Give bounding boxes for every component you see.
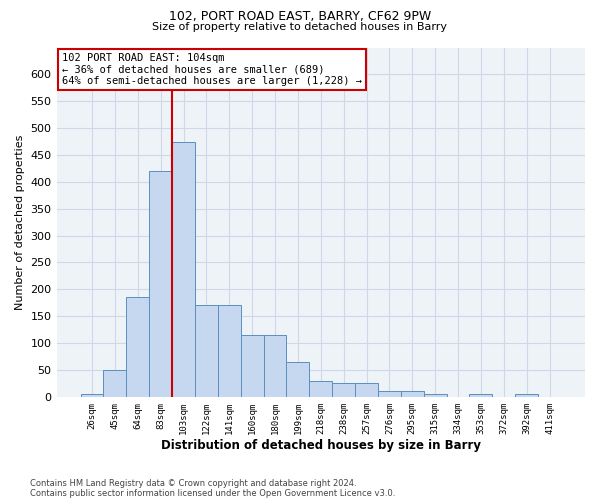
Y-axis label: Number of detached properties: Number of detached properties xyxy=(15,134,25,310)
Bar xyxy=(149,171,172,397)
Bar xyxy=(80,394,103,397)
Bar xyxy=(332,384,355,397)
Bar xyxy=(424,394,446,397)
X-axis label: Distribution of detached houses by size in Barry: Distribution of detached houses by size … xyxy=(161,440,481,452)
Bar xyxy=(515,394,538,397)
Text: Size of property relative to detached houses in Barry: Size of property relative to detached ho… xyxy=(152,22,448,32)
Bar xyxy=(469,394,493,397)
Bar xyxy=(127,298,149,397)
Bar xyxy=(286,362,310,397)
Text: 102, PORT ROAD EAST, BARRY, CF62 9PW: 102, PORT ROAD EAST, BARRY, CF62 9PW xyxy=(169,10,431,23)
Bar xyxy=(355,384,378,397)
Bar xyxy=(310,380,332,397)
Bar xyxy=(218,306,241,397)
Bar xyxy=(401,392,424,397)
Bar xyxy=(241,335,263,397)
Text: 102 PORT ROAD EAST: 104sqm
← 36% of detached houses are smaller (689)
64% of sem: 102 PORT ROAD EAST: 104sqm ← 36% of deta… xyxy=(62,52,362,86)
Bar xyxy=(172,142,195,397)
Bar xyxy=(195,306,218,397)
Bar xyxy=(103,370,127,397)
Bar xyxy=(378,392,401,397)
Text: Contains HM Land Registry data © Crown copyright and database right 2024.
Contai: Contains HM Land Registry data © Crown c… xyxy=(30,479,395,498)
Bar xyxy=(263,335,286,397)
